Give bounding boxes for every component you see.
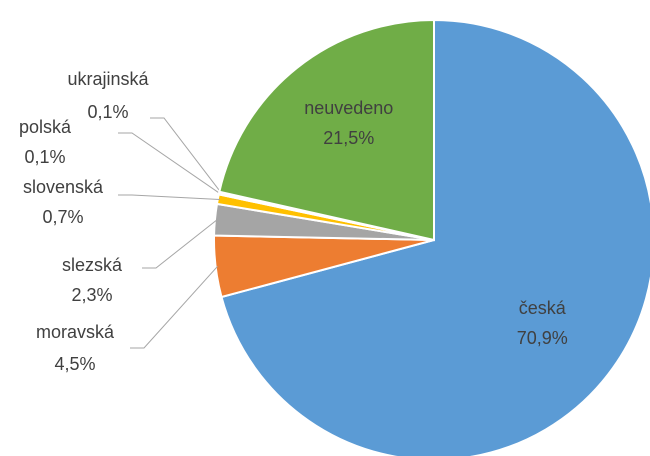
slice-value: 0,1% [24,147,65,167]
slice-value: 2,3% [71,285,112,305]
leader-line [118,194,220,201]
slice-value: 21,5% [323,128,374,148]
slice-label: neuvedeno [304,98,393,118]
pie-slice [218,18,435,242]
slice-value: 4,5% [54,354,95,374]
slice-label: slezská [62,255,123,275]
leader-line [150,117,222,194]
slice-value: 0,1% [87,102,128,122]
slice-value: 0,7% [42,207,83,227]
slice-label: slovenská [23,177,104,197]
leader-line [118,132,222,195]
slice-label: polská [19,117,72,137]
leader-line [142,219,218,269]
slice-label: česká [519,298,567,318]
slice-value: 70,9% [517,328,568,348]
slice-label: moravská [36,322,115,342]
pie-slice [220,18,650,456]
leader-line [130,265,218,349]
slice-label: ukrajinská [67,69,149,89]
